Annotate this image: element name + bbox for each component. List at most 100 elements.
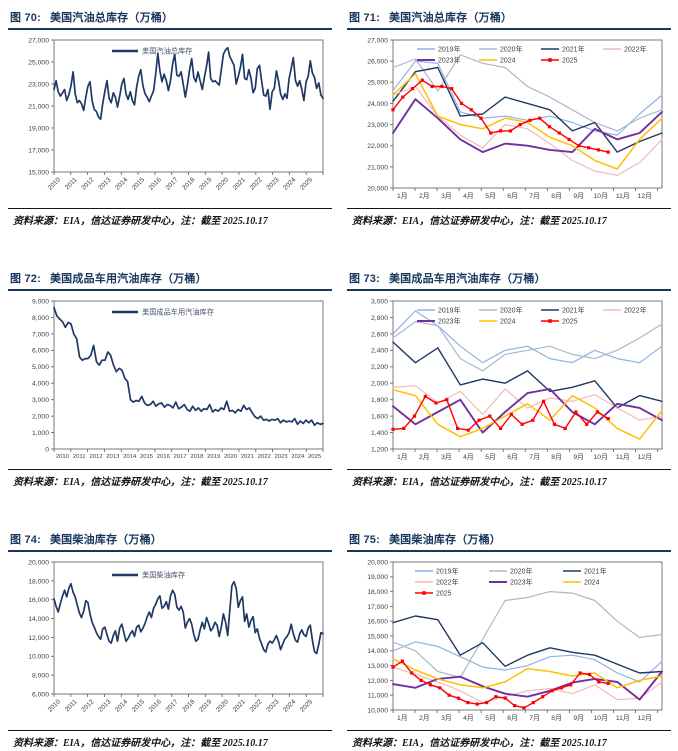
figure-title: 美国汽油总库存（万桶） — [49, 12, 174, 24]
figure-title: 美国柴油库存（万桶） — [388, 534, 501, 546]
svg-text:11,000: 11,000 — [368, 693, 389, 700]
figure-72-header: 图 72: 美国成品车用汽油库存（万桶） — [8, 269, 332, 291]
svg-text:2023年: 2023年 — [438, 56, 461, 65]
svg-text:2021年: 2021年 — [584, 567, 607, 576]
svg-text:1月: 1月 — [397, 192, 408, 200]
svg-text:12月: 12月 — [638, 714, 652, 722]
svg-text:2021年: 2021年 — [562, 45, 585, 54]
svg-text:9月: 9月 — [573, 192, 584, 200]
svg-text:2010: 2010 — [56, 454, 70, 460]
svg-text:19,000: 19,000 — [28, 125, 49, 132]
svg-text:24,000: 24,000 — [367, 101, 388, 108]
svg-text:2013: 2013 — [97, 698, 112, 713]
svg-text:2,600: 2,600 — [371, 331, 388, 338]
svg-text:11月: 11月 — [616, 714, 630, 722]
svg-text:2021: 2021 — [241, 454, 254, 460]
svg-text:2020年: 2020年 — [500, 306, 523, 315]
svg-text:2月: 2月 — [419, 714, 430, 722]
svg-text:2019: 2019 — [198, 176, 213, 191]
svg-text:2011: 2011 — [64, 698, 79, 713]
figure-72-panel: 图 72: 美国成品车用汽油库存（万桶） 0 1,000 2,000 3,000 4,00… — [0, 269, 339, 490]
figure-75-header: 图 75: 美国柴油库存（万桶） — [347, 530, 671, 552]
svg-text:20,000: 20,000 — [28, 559, 49, 566]
svg-text:10月: 10月 — [594, 453, 608, 461]
svg-text:5月: 5月 — [485, 192, 496, 200]
svg-text:2011: 2011 — [64, 176, 79, 191]
svg-text:1,400: 1,400 — [371, 430, 388, 437]
svg-text:27,000: 27,000 — [28, 37, 49, 44]
svg-text:15,000: 15,000 — [28, 169, 49, 176]
svg-text:2016: 2016 — [148, 698, 163, 713]
svg-text:美国汽油总库存: 美国汽油总库存 — [142, 47, 192, 56]
svg-text:11月: 11月 — [616, 192, 630, 200]
svg-text:2,400: 2,400 — [371, 348, 388, 355]
source-note: 资料来源：EIA，信达证券研发中心，注：截至 2025.10.17 — [347, 469, 671, 490]
source-note-text: 资料来源：EIA，信达证券研发中心，注：截至 2025.10.17 — [13, 477, 268, 488]
svg-text:17,000: 17,000 — [28, 147, 49, 154]
svg-text:2018: 2018 — [190, 454, 204, 460]
svg-text:2020: 2020 — [215, 698, 230, 713]
svg-text:2018: 2018 — [181, 698, 196, 713]
svg-text:2025: 2025 — [436, 591, 452, 598]
svg-text:2024: 2024 — [500, 319, 516, 326]
svg-text:2023年: 2023年 — [510, 578, 533, 587]
svg-text:2022年: 2022年 — [624, 306, 647, 315]
chart-svg: 10,000 11,000 12,000 13,000 14,000 15,000 16,0… — [367, 559, 663, 722]
svg-text:18,000: 18,000 — [367, 589, 388, 596]
svg-text:4月: 4月 — [463, 714, 474, 722]
svg-text:10月: 10月 — [594, 714, 608, 722]
svg-text:2019年: 2019年 — [438, 306, 461, 315]
svg-text:2023: 2023 — [274, 454, 288, 460]
svg-text:2,000: 2,000 — [371, 381, 388, 388]
chart-svg: 6,000 8,000 10,000 12,000 14,000 16,000 18,000… — [28, 559, 324, 714]
figure-73-chart: 1,200 1,400 1,600 1,800 2,000 2,200 2,400 2,600… — [347, 294, 671, 468]
source-note-text: 资料来源：EIA，信达证券研发中心，注：截至 2025.10.17 — [352, 738, 607, 749]
svg-text:2011: 2011 — [73, 454, 86, 460]
svg-text:2024: 2024 — [282, 176, 297, 191]
figure-title: 美国柴油库存（万桶） — [49, 534, 162, 546]
svg-text:15,000: 15,000 — [367, 633, 388, 640]
figure-title: 美国成品车用汽油库存（万桶） — [388, 273, 546, 285]
svg-text:2020: 2020 — [215, 176, 230, 191]
svg-text:8月: 8月 — [551, 714, 562, 722]
svg-text:10月: 10月 — [594, 192, 608, 200]
svg-text:16,000: 16,000 — [28, 597, 49, 604]
chart-svg: 1,200 1,400 1,600 1,800 2,000 2,200 2,400 2,600… — [371, 298, 663, 461]
svg-text:12月: 12月 — [638, 192, 652, 200]
svg-text:1,000: 1,000 — [32, 430, 49, 437]
svg-text:4,000: 4,000 — [32, 381, 49, 388]
svg-text:3月: 3月 — [441, 714, 452, 722]
svg-text:9,000: 9,000 — [32, 298, 49, 305]
figure-label: 图 72: — [10, 273, 41, 285]
svg-text:2017: 2017 — [164, 698, 179, 713]
svg-text:10,000: 10,000 — [367, 707, 388, 714]
svg-text:13,000: 13,000 — [367, 663, 388, 670]
svg-text:1,800: 1,800 — [371, 397, 388, 404]
svg-text:18,000: 18,000 — [28, 578, 49, 585]
chart-svg: 0 1,000 2,000 3,000 4,000 5,000 6,000 7,000 8,00… — [32, 298, 324, 460]
figure-label: 图 74: — [10, 534, 41, 546]
figure-title: 美国成品车用汽油库存（万桶） — [49, 273, 207, 285]
figure-label: 图 75: — [349, 534, 380, 546]
figure-71-chart: 20,000 21,000 22,000 23,000 24,000 25,000 26,0… — [347, 33, 671, 207]
figure-70-header: 图 70: 美国汽油总库存（万桶） — [8, 8, 332, 30]
svg-text:2,800: 2,800 — [371, 315, 388, 322]
figure-73-panel: 图 73: 美国成品车用汽油库存（万桶） 1,200 1,400 1,600 1,800… — [339, 269, 678, 490]
svg-text:2月: 2月 — [419, 453, 430, 461]
svg-text:8月: 8月 — [551, 453, 562, 461]
figure-73-header: 图 73: 美国成品车用汽油库存（万桶） — [347, 269, 671, 291]
svg-text:3,000: 3,000 — [371, 298, 388, 305]
svg-text:2023: 2023 — [265, 176, 280, 191]
svg-text:5月: 5月 — [485, 453, 496, 461]
svg-text:2022: 2022 — [258, 454, 271, 460]
figure-75-chart: 10,000 11,000 12,000 13,000 14,000 15,000 16,0… — [347, 555, 671, 729]
svg-text:8,000: 8,000 — [32, 673, 49, 680]
svg-text:2023: 2023 — [265, 698, 280, 713]
svg-text:8,000: 8,000 — [32, 315, 49, 322]
svg-text:2024: 2024 — [500, 58, 516, 65]
svg-text:3,000: 3,000 — [32, 397, 49, 404]
svg-text:2018: 2018 — [181, 176, 196, 191]
svg-text:2014: 2014 — [114, 176, 129, 191]
svg-text:1月: 1月 — [397, 714, 408, 722]
chart-svg: 20,000 21,000 22,000 23,000 24,000 25,000 26,0… — [367, 37, 663, 200]
